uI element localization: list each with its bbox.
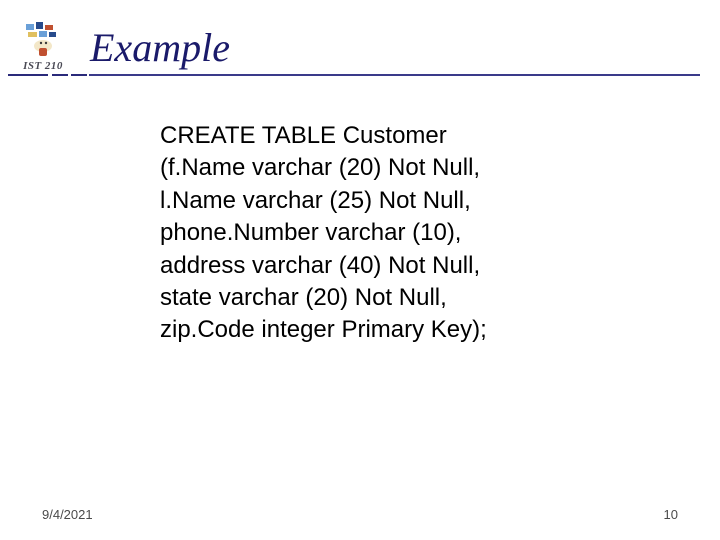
code-line: (f.Name varchar (20) Not Null, [160, 152, 487, 184]
code-line: address varchar (40) Not Null, [160, 250, 487, 282]
header: IST 210 Example [0, 0, 720, 72]
code-line: l.Name varchar (25) Not Null, [160, 185, 487, 217]
title-underline [8, 74, 720, 76]
code-line: CREATE TABLE Customer [160, 120, 487, 152]
sql-code-block: CREATE TABLE Customer (f.Name varchar (2… [160, 120, 487, 347]
footer: 9/4/2021 10 [0, 507, 720, 522]
course-code: IST 210 [23, 60, 63, 72]
logo-icon [22, 20, 64, 58]
footer-page-number: 10 [664, 507, 678, 522]
slide-title: Example [90, 28, 230, 72]
code-line: phone.Number varchar (10), [160, 217, 487, 249]
code-line: zip.Code integer Primary Key); [160, 314, 487, 346]
course-badge: IST 210 [8, 20, 78, 72]
code-line: state varchar (20) Not Null, [160, 282, 487, 314]
footer-date: 9/4/2021 [42, 507, 93, 522]
